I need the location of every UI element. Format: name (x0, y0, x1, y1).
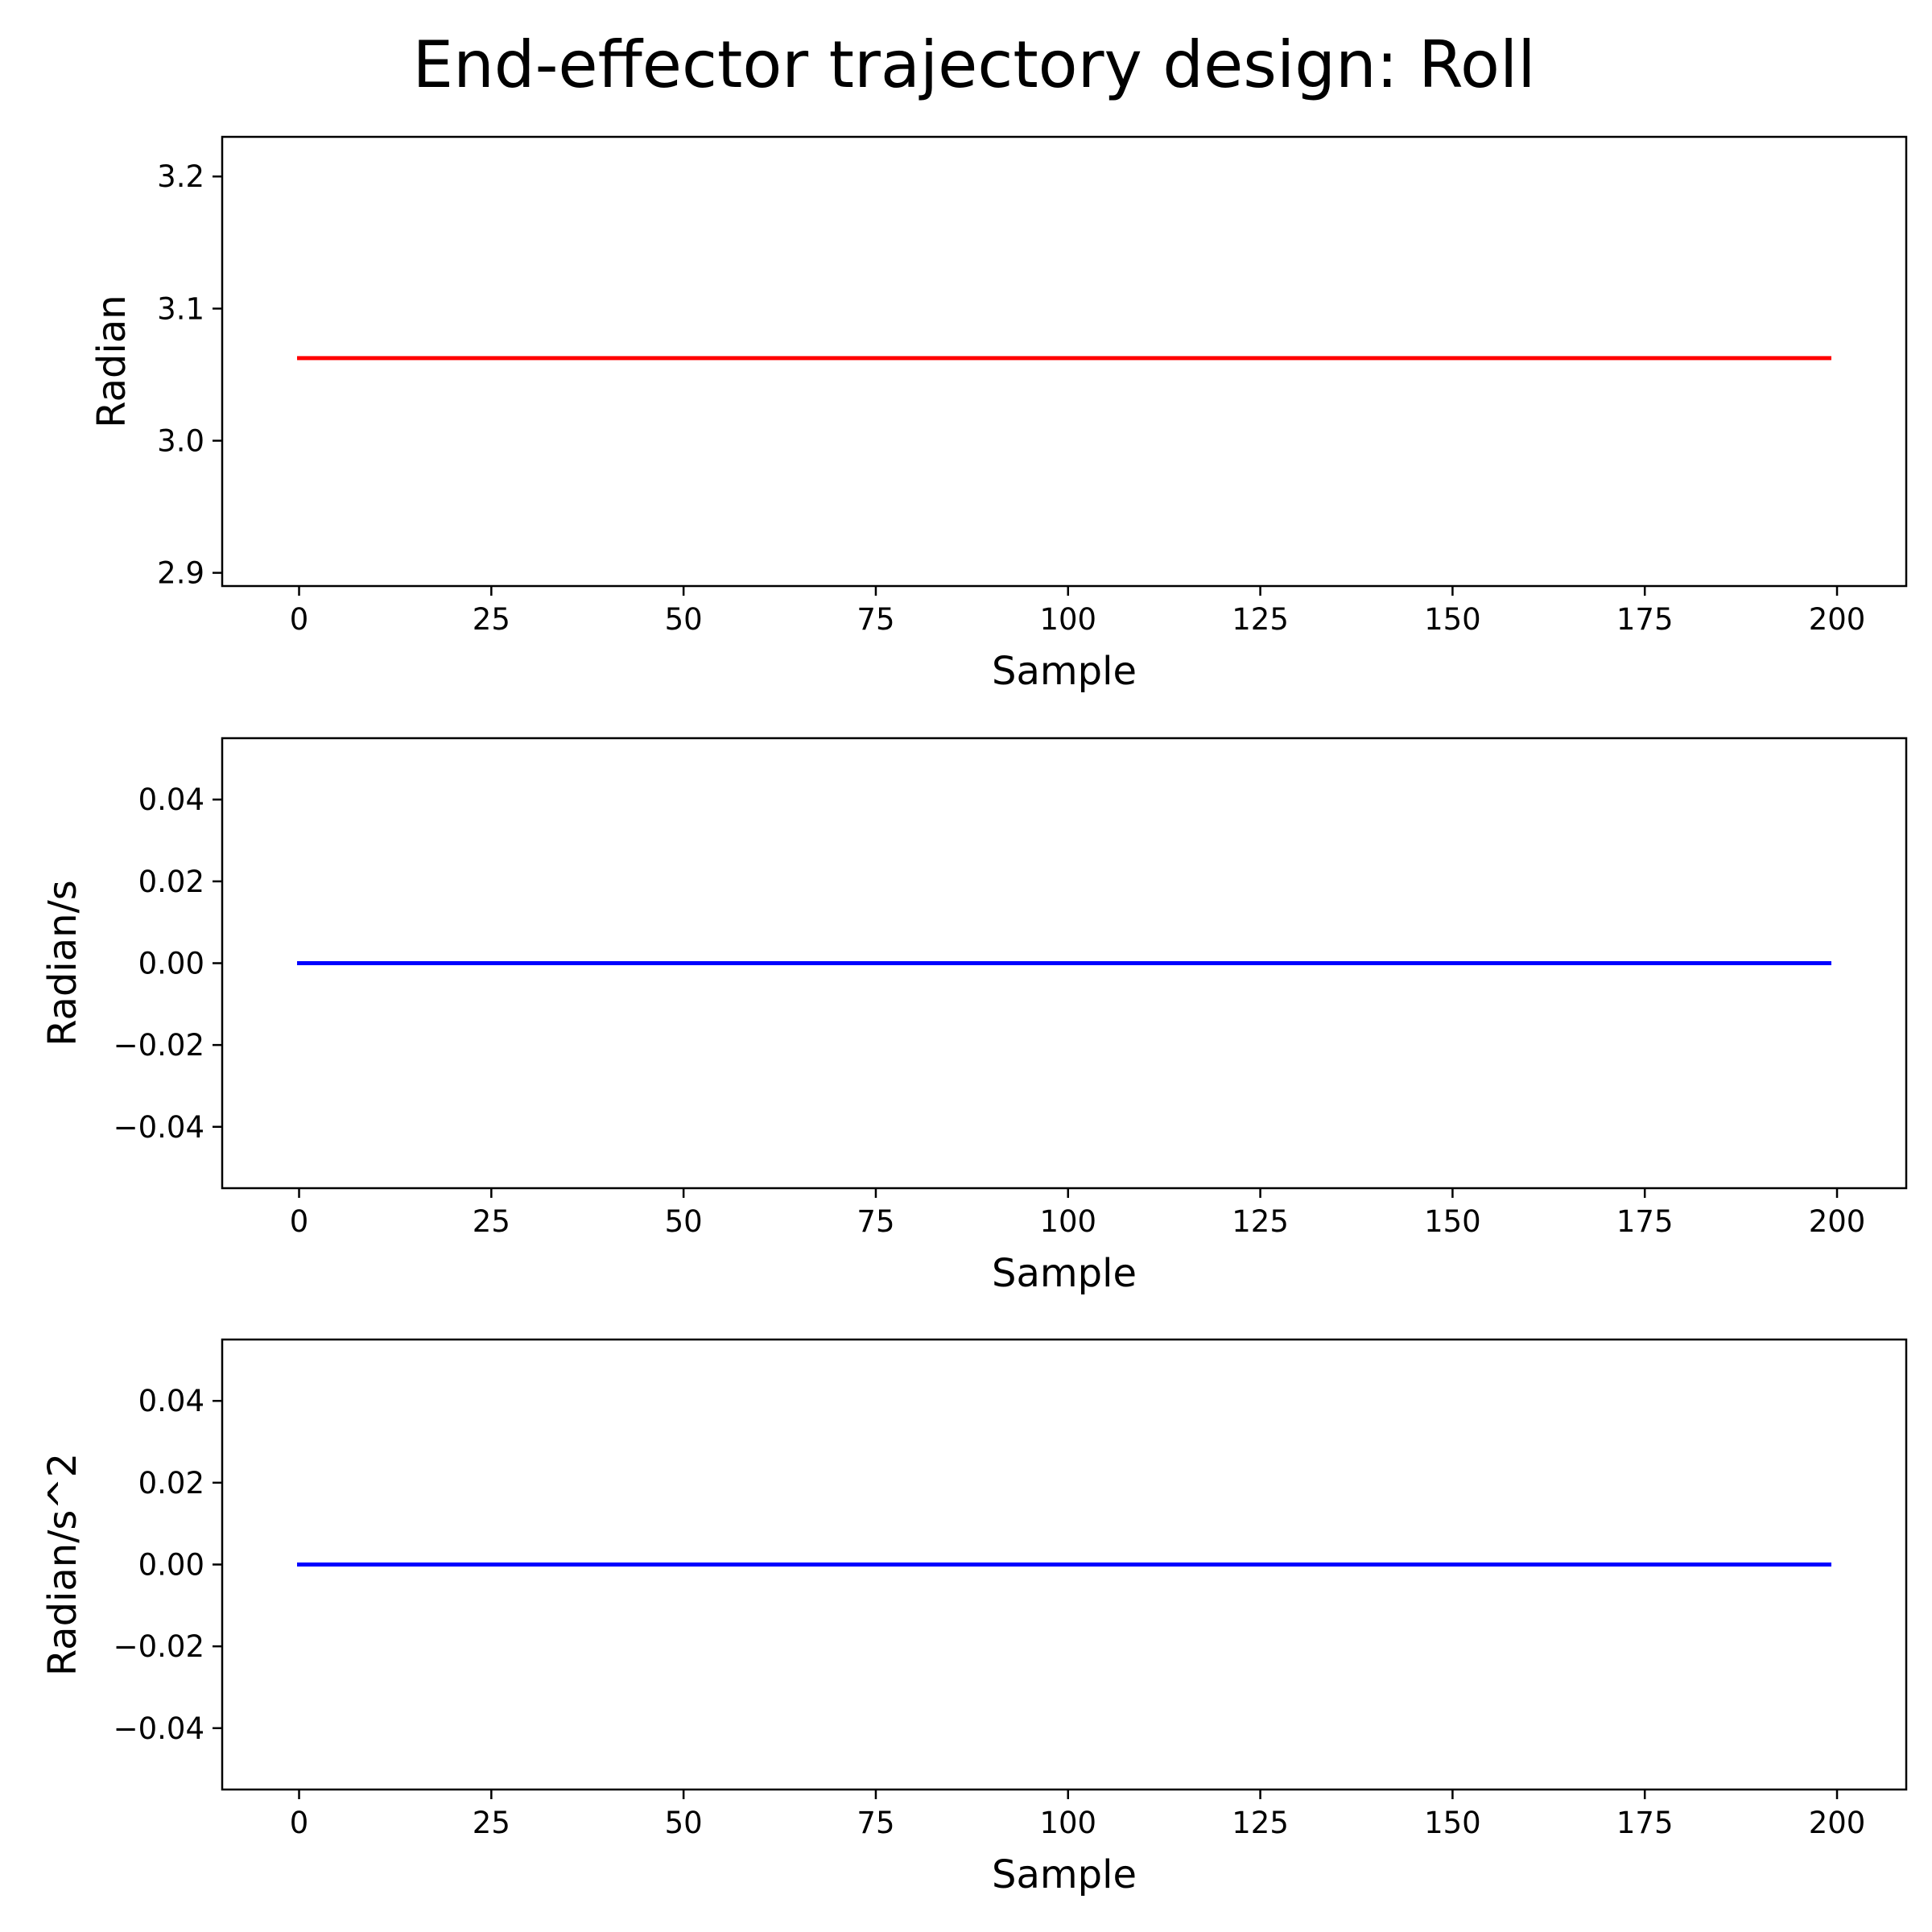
x-tick-label: 200 (1809, 1204, 1866, 1239)
y-tick-label: 0.02 (138, 865, 204, 899)
x-tick-label: 25 (473, 1806, 510, 1840)
subplot-velocity: 0 25 50 75 100 125 150 175 200 −0.04 −0.02 0.00 0.02… (40, 737, 1908, 1296)
x-tick-label: 200 (1809, 602, 1866, 637)
y-tick-label: 0.04 (138, 1384, 204, 1418)
x-axis-label: Sample (992, 1852, 1137, 1897)
y-axis-label: Radian (89, 295, 134, 427)
axes-frame-position (221, 135, 1908, 588)
x-tick-label: 125 (1232, 1204, 1289, 1239)
x-tick-label: 175 (1616, 1204, 1674, 1239)
subplot-position: 0 25 50 75 100 125 150 175 200 2.9 3.0 3.1 3.2 Sample… (89, 135, 1908, 694)
x-tick-label: 125 (1232, 1806, 1289, 1840)
x-tick-label: 100 (1039, 602, 1096, 637)
x-axis-label: Sample (992, 1251, 1137, 1296)
y-axis-label: Radian/s^2 (40, 1453, 85, 1676)
x-tick-label: 0 (290, 1204, 309, 1239)
x-tick-label: 0 (290, 1806, 309, 1840)
x-tick-label: 75 (857, 602, 894, 637)
y-tick-label: 0.00 (138, 947, 204, 981)
x-tick-label: 25 (473, 602, 510, 637)
x-tick-label: 25 (473, 1204, 510, 1239)
y-tick-label: −0.04 (114, 1110, 204, 1145)
x-tick-label: 75 (857, 1806, 894, 1840)
subplots: 0 25 50 75 100 125 150 175 200 2.9 3.0 3.1 3.2 Sample… (40, 135, 1908, 1897)
y-tick-label: 2.9 (157, 556, 204, 591)
x-tick-label: 75 (857, 1204, 894, 1239)
y-tick-label: −0.04 (114, 1711, 204, 1746)
x-tick-label: 50 (665, 1204, 703, 1239)
x-tick-label: 50 (665, 602, 703, 637)
x-tick-label: 150 (1424, 1204, 1481, 1239)
x-tick-label: 100 (1039, 1806, 1096, 1840)
x-tick-label: 50 (665, 1806, 703, 1840)
subplot-acceleration: 0 25 50 75 100 125 150 175 200 −0.04 −0.02 0.00 0.02… (40, 1338, 1908, 1897)
x-tick-label: 150 (1424, 602, 1481, 637)
x-axis-label: Sample (992, 649, 1137, 694)
x-tick-label: 175 (1616, 1806, 1674, 1840)
y-tick-label: 3.0 (157, 423, 204, 458)
x-tick-label: 200 (1809, 1806, 1866, 1840)
y-tick-label: −0.02 (114, 1629, 204, 1664)
x-tick-label: 100 (1039, 1204, 1096, 1239)
figure-title: End-effector trajectory design: Roll (413, 27, 1536, 102)
x-tick-label: 175 (1616, 602, 1674, 637)
y-tick-label: 0.04 (138, 782, 204, 817)
y-tick-label: 3.1 (157, 291, 204, 326)
x-tick-label: 125 (1232, 602, 1289, 637)
y-tick-label: −0.02 (114, 1028, 204, 1063)
y-tick-label: 0.00 (138, 1548, 204, 1583)
x-tick-label: 0 (290, 602, 309, 637)
y-axis-label: Radian/s (40, 880, 85, 1046)
y-tick-label: 0.02 (138, 1466, 204, 1501)
y-tick-label: 3.2 (157, 159, 204, 194)
x-tick-label: 150 (1424, 1806, 1481, 1840)
